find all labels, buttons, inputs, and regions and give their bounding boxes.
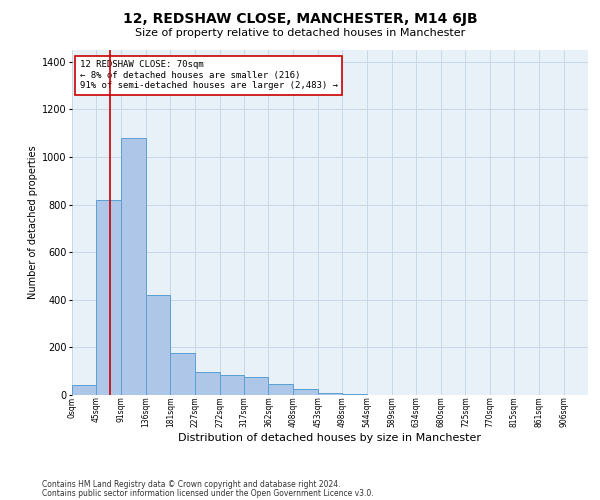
Bar	[342, 394, 367, 395]
Bar	[244, 377, 268, 395]
Text: 12 REDSHAW CLOSE: 70sqm
← 8% of detached houses are smaller (216)
91% of semi-de: 12 REDSHAW CLOSE: 70sqm ← 8% of detached…	[80, 60, 338, 90]
Bar	[121, 138, 146, 395]
Y-axis label: Number of detached properties: Number of detached properties	[28, 146, 38, 300]
Bar	[170, 354, 194, 395]
Bar	[146, 295, 170, 395]
Bar	[293, 389, 318, 395]
Bar	[195, 372, 220, 395]
Bar	[72, 386, 97, 395]
Text: Contains HM Land Registry data © Crown copyright and database right 2024.: Contains HM Land Registry data © Crown c…	[42, 480, 341, 489]
Bar	[97, 200, 121, 395]
Text: 12, REDSHAW CLOSE, MANCHESTER, M14 6JB: 12, REDSHAW CLOSE, MANCHESTER, M14 6JB	[122, 12, 478, 26]
Text: Contains public sector information licensed under the Open Government Licence v3: Contains public sector information licen…	[42, 489, 374, 498]
Bar	[268, 384, 293, 395]
X-axis label: Distribution of detached houses by size in Manchester: Distribution of detached houses by size …	[179, 433, 482, 443]
Text: Size of property relative to detached houses in Manchester: Size of property relative to detached ho…	[135, 28, 465, 38]
Bar	[318, 392, 342, 395]
Bar	[220, 375, 244, 395]
